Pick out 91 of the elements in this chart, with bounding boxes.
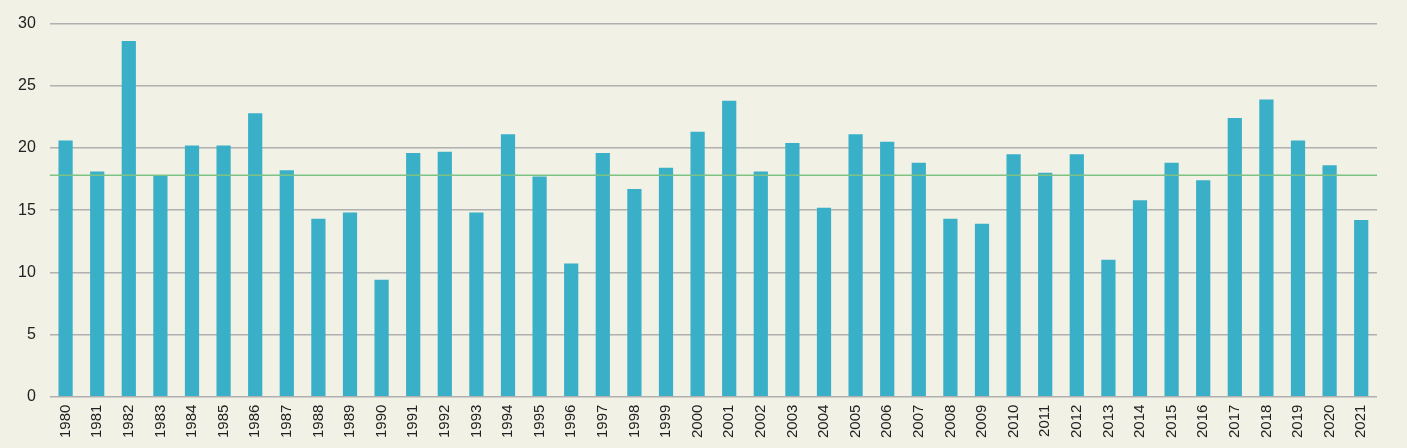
x-tick-label: 1986 — [245, 404, 263, 439]
bar — [374, 279, 389, 396]
x-tick-label: 1984 — [182, 404, 200, 439]
bar — [1322, 165, 1337, 396]
bar — [943, 218, 958, 396]
x-tick-label: 1988 — [308, 404, 326, 439]
x-tick-label: 1989 — [340, 404, 358, 439]
x-tick-label: 1992 — [434, 404, 452, 439]
x-tick-label: 2013 — [1098, 404, 1116, 439]
x-tick-label: 2015 — [1161, 404, 1179, 439]
y-tick-label: 15 — [18, 200, 36, 218]
x-tick-label: 2001 — [719, 404, 737, 439]
x-tick-label: 1980 — [55, 404, 73, 439]
x-tick-label: 2005 — [845, 404, 863, 439]
x-tick-label: 2011 — [1035, 404, 1053, 437]
x-tick-label: 2008 — [940, 404, 958, 439]
bar — [58, 140, 73, 396]
bar — [880, 141, 895, 396]
bar — [500, 134, 516, 396]
x-tick-label: 1998 — [624, 404, 642, 439]
y-tick-label: 10 — [18, 262, 36, 280]
bar — [1259, 99, 1274, 396]
bar — [469, 212, 484, 396]
bar — [690, 131, 705, 396]
bar — [816, 207, 832, 396]
x-tick-label: 2000 — [687, 404, 705, 439]
bar — [311, 218, 326, 396]
x-tick-label: 1993 — [466, 404, 484, 439]
x-tick-label: 2007 — [908, 404, 926, 439]
y-tick-label: 20 — [18, 138, 36, 156]
bar — [974, 223, 990, 396]
bar — [722, 100, 737, 396]
x-tick-label: 1996 — [561, 404, 579, 439]
x-tick-label: 1994 — [498, 404, 516, 439]
x-tick-label: 2020 — [1319, 404, 1337, 439]
x-tick-label: 2021 — [1351, 404, 1369, 439]
bar — [1196, 180, 1211, 396]
x-tick-label: 1981 — [87, 404, 105, 439]
bar — [595, 152, 610, 396]
bar — [785, 142, 800, 396]
x-tick-label: 2003 — [782, 404, 800, 439]
x-tick-label: 2012 — [1066, 404, 1084, 439]
x-tick-label: 2016 — [1193, 404, 1211, 439]
bar — [753, 171, 768, 396]
x-tick-label: 1990 — [371, 404, 389, 439]
y-tick-label: 30 — [18, 14, 36, 32]
bar — [627, 188, 642, 396]
bar — [184, 145, 200, 396]
bar — [279, 170, 294, 396]
bar — [911, 162, 926, 396]
bar — [121, 41, 136, 396]
bar — [1038, 172, 1053, 396]
x-tick-label: 2009 — [972, 404, 990, 439]
bar — [216, 145, 231, 396]
bar — [342, 212, 358, 396]
bar — [848, 134, 863, 396]
x-tick-label: 2002 — [750, 404, 768, 439]
x-tick-label: 1983 — [150, 404, 168, 439]
bar — [1006, 154, 1021, 396]
bar — [658, 167, 674, 396]
bar — [437, 151, 452, 396]
bar — [1227, 118, 1242, 396]
x-tick-label: 2004 — [814, 404, 832, 439]
bar — [1354, 220, 1369, 396]
bar — [1290, 140, 1306, 396]
bar — [406, 152, 421, 396]
x-tick-label: 2019 — [1288, 404, 1306, 439]
bar — [1164, 162, 1179, 396]
x-tick-label: 2006 — [877, 404, 895, 439]
x-tick-label: 2018 — [1256, 404, 1274, 439]
x-tick-label: 1999 — [656, 404, 674, 439]
x-tick-label: 2017 — [1224, 404, 1242, 439]
x-tick-label: 1995 — [529, 404, 547, 439]
x-tick-label: 1997 — [592, 404, 610, 439]
bar — [153, 175, 168, 396]
x-tick-label: 2014 — [1130, 404, 1148, 439]
bar — [90, 171, 105, 396]
bar — [564, 263, 579, 396]
bar — [1101, 259, 1116, 396]
y-tick-label: 0 — [26, 387, 36, 405]
bar — [1069, 154, 1084, 396]
x-tick-label: 1985 — [213, 404, 231, 439]
bar — [1132, 200, 1148, 396]
y-tick-label: 25 — [18, 76, 36, 94]
x-tick-label: 1982 — [118, 404, 136, 439]
y-tick-label: 5 — [26, 324, 36, 342]
bar — [532, 176, 547, 396]
bar — [248, 113, 263, 396]
x-tick-label: 2010 — [1003, 404, 1021, 439]
x-tick-label: 1991 — [403, 404, 421, 439]
x-tick-label: 1987 — [276, 404, 294, 439]
